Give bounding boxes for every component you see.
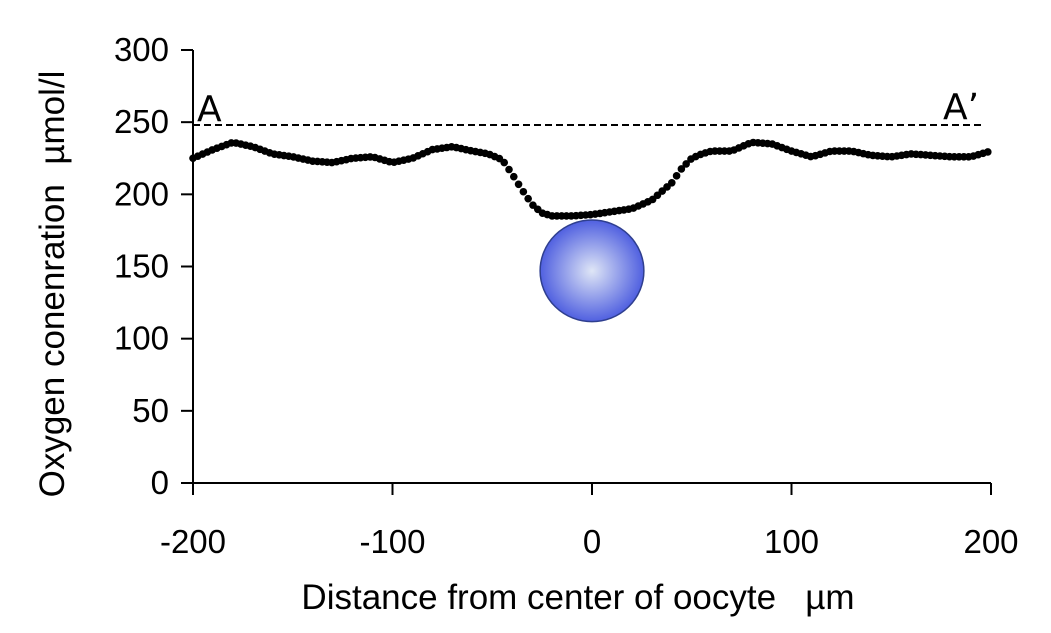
data-point [677, 165, 686, 173]
y-tick-label: 300 [114, 31, 169, 68]
y-tick-label: 250 [114, 103, 169, 140]
data-point [682, 160, 690, 168]
y-tick-label: 50 [132, 392, 169, 429]
x-tick-label: -200 [160, 523, 226, 560]
reference-start-label: A [197, 89, 222, 130]
x-tick-label: 200 [963, 523, 1018, 560]
y-ticks: 0 50 100 150 200 250 300 [114, 31, 193, 501]
y-tick-label: 100 [114, 320, 169, 357]
data-point [672, 172, 681, 180]
x-tick-label: 0 [583, 523, 601, 560]
plot-area: 0 50 100 150 200 250 300 -200 -100 0 100 200 A A’ [114, 31, 1019, 560]
y-tick-label: 0 [151, 464, 169, 501]
data-point [524, 194, 532, 203]
x-tick-label: 100 [764, 523, 819, 560]
oocyte-circle [539, 219, 645, 323]
y-tick-label: 150 [114, 248, 169, 285]
data-point [519, 187, 528, 196]
y-tick-label: 200 [114, 175, 169, 212]
reference-line-group: A A’ [193, 87, 982, 130]
data-point [514, 180, 523, 189]
data-point [500, 158, 509, 167]
reference-end-label: A’ [943, 87, 979, 128]
series-points [189, 138, 992, 220]
data-point [668, 178, 676, 187]
data-point [510, 172, 518, 181]
x-axis-title: Distance from center of oocyte µm [301, 578, 854, 617]
x-tick-label: -100 [359, 523, 425, 560]
y-axis-title: Oxygen conenration µmol/l [33, 71, 72, 498]
data-point [505, 165, 513, 174]
data-point [984, 148, 992, 156]
x-ticks: -200 -100 0 100 200 [160, 483, 1019, 560]
